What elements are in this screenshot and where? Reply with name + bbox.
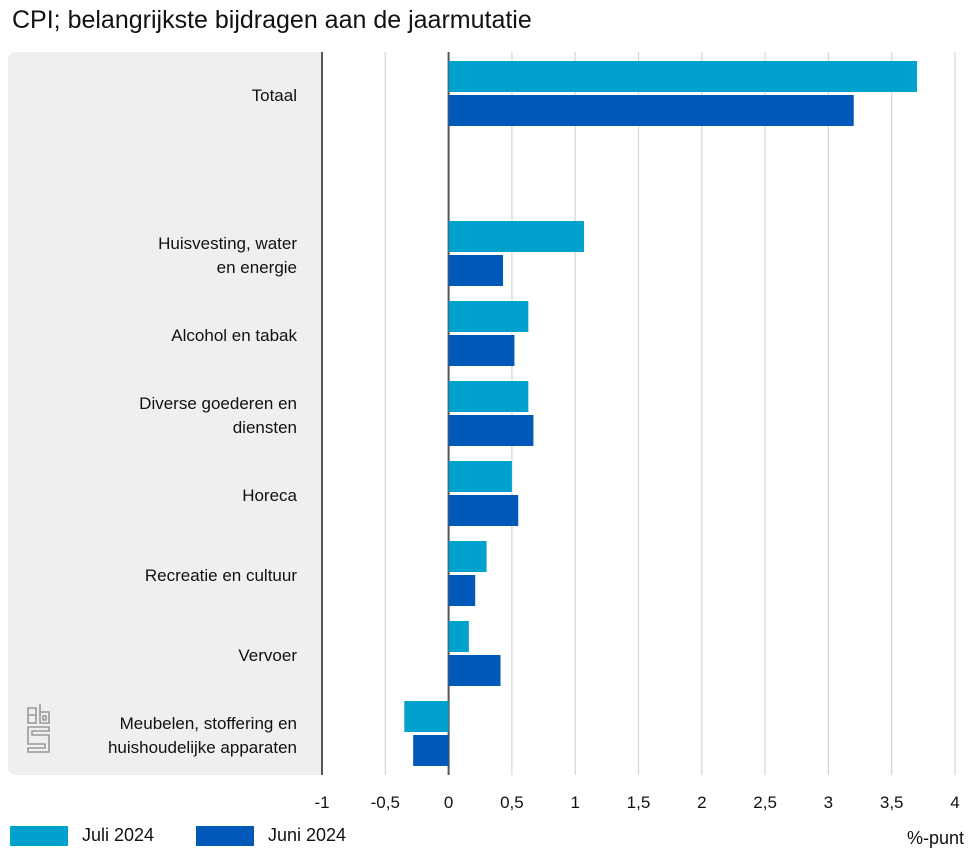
category-label: Totaal — [252, 86, 297, 105]
x-tick-label: 1,5 — [627, 793, 651, 812]
x-tick-label: 2 — [697, 793, 706, 812]
bar-juli — [448, 381, 529, 412]
bar-juni — [448, 255, 504, 286]
category-panel — [8, 52, 322, 775]
x-tick-label: 3 — [824, 793, 833, 812]
chart-title: CPI; belangrijkste bijdragen aan de jaar… — [12, 6, 532, 34]
category-label: huishoudelijke apparaten — [108, 738, 297, 757]
category-label: Huisvesting, water — [158, 234, 297, 253]
bar-juli — [448, 621, 469, 652]
x-axis-label: %-punt — [906, 828, 964, 848]
category-label: Alcohol en tabak — [171, 326, 297, 345]
cbs-logo — [27, 704, 50, 753]
legend-item-juni: Juni 2024 — [196, 825, 346, 846]
category-label: Meubelen, stoffering en — [120, 714, 297, 733]
bar-juli — [448, 301, 529, 332]
category-label: Vervoer — [238, 646, 297, 665]
legend-swatch — [196, 825, 254, 846]
x-tick-label: 2,5 — [753, 793, 777, 812]
category-label: diensten — [233, 418, 297, 437]
x-tick-label: -1 — [314, 793, 329, 812]
x-tick-label: 0,5 — [500, 793, 524, 812]
bar-juni — [448, 495, 519, 526]
x-tick-label: 1 — [570, 793, 579, 812]
x-tick-label: 3,5 — [880, 793, 904, 812]
category-label: Recreatie en cultuur — [145, 566, 297, 585]
bar-juli — [404, 701, 449, 732]
legend-label: Juli 2024 — [82, 825, 155, 845]
x-tick-label: 0 — [444, 793, 453, 812]
bar-juni — [413, 735, 449, 766]
category-label: en energie — [217, 258, 297, 277]
x-tick-label: 4 — [950, 793, 959, 812]
bar-juni — [448, 415, 534, 446]
bar-juni — [448, 95, 854, 126]
category-label: Diverse goederen en — [139, 394, 297, 413]
bar-juli — [448, 541, 487, 572]
legend-item-juli: Juli 2024 — [10, 825, 154, 846]
x-tick-label: -0,5 — [371, 793, 400, 812]
bar-juli — [448, 461, 512, 492]
bar-juni — [448, 575, 476, 606]
legend-label: Juni 2024 — [268, 825, 347, 845]
bar-juni — [448, 335, 515, 366]
bar-juni — [448, 655, 501, 686]
bar-juli — [448, 221, 585, 252]
bar-juli — [448, 61, 918, 92]
legend-swatch — [10, 825, 68, 846]
category-label: Horeca — [242, 486, 297, 505]
